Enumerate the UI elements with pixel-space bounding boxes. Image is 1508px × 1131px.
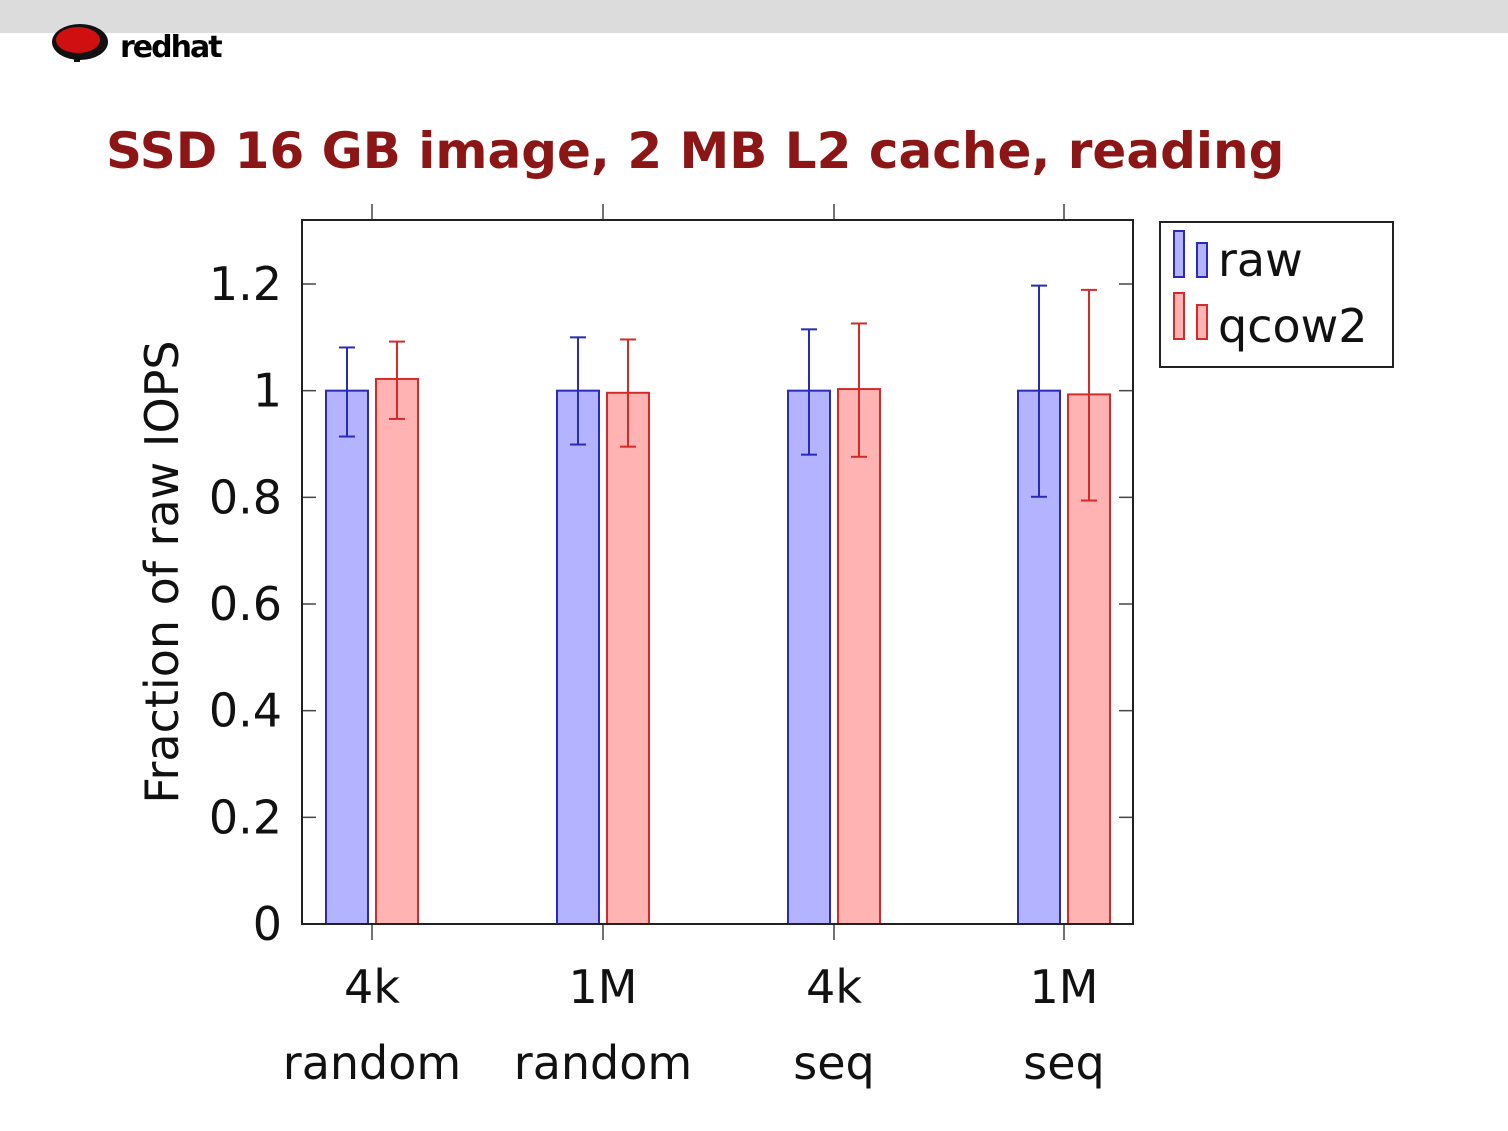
x-tick-label: 4k <box>344 960 400 1014</box>
x-tick-label: 4k <box>806 960 862 1014</box>
legend-label-raw: raw <box>1218 233 1303 287</box>
x-tick-label: 1M <box>1030 960 1099 1014</box>
legend-box <box>1159 221 1394 368</box>
y-tick-label: 0.4 <box>209 684 282 738</box>
chart-title: SSD 16 GB image, 2 MB L2 cache, reading <box>106 122 1285 180</box>
y-axis-label: Fraction of raw IOPS <box>135 340 189 803</box>
bar-qcow2 <box>606 391 650 925</box>
x-tick-label: seq <box>1023 1036 1104 1090</box>
legend: raw qcow2 <box>1159 221 1394 368</box>
legend-swatch-raw <box>1173 230 1185 278</box>
y-tick-label: 1.2 <box>209 257 282 311</box>
top-bar <box>0 0 1508 33</box>
legend-label-qcow2: qcow2 <box>1218 299 1368 353</box>
y-tick-label: 0.6 <box>209 577 282 631</box>
bar-raw <box>556 389 600 925</box>
bar-raw <box>787 389 831 925</box>
plot-frame <box>301 219 1134 925</box>
x-tick-label: random <box>283 1036 461 1090</box>
y-tick-label: 0 <box>253 897 282 951</box>
legend-swatch-qcow2 <box>1173 292 1185 340</box>
x-tick-label: 1M <box>569 960 638 1014</box>
x-tick-label: seq <box>793 1036 874 1090</box>
bar-qcow2 <box>837 388 881 926</box>
x-tick-label: random <box>514 1036 692 1090</box>
y-tick-label: 1 <box>253 364 282 418</box>
y-tick-label: 0.8 <box>209 470 282 524</box>
bar-raw <box>325 389 369 925</box>
redhat-logo-text: redhat <box>120 30 223 65</box>
redhat-logo: redhat <box>48 18 248 70</box>
bar-qcow2 <box>375 377 419 925</box>
redhat-shadowman-icon <box>52 24 108 62</box>
legend-swatch-qcow2 <box>1196 304 1208 340</box>
y-tick-label: 0.2 <box>209 790 282 844</box>
legend-swatch-raw <box>1196 242 1208 278</box>
